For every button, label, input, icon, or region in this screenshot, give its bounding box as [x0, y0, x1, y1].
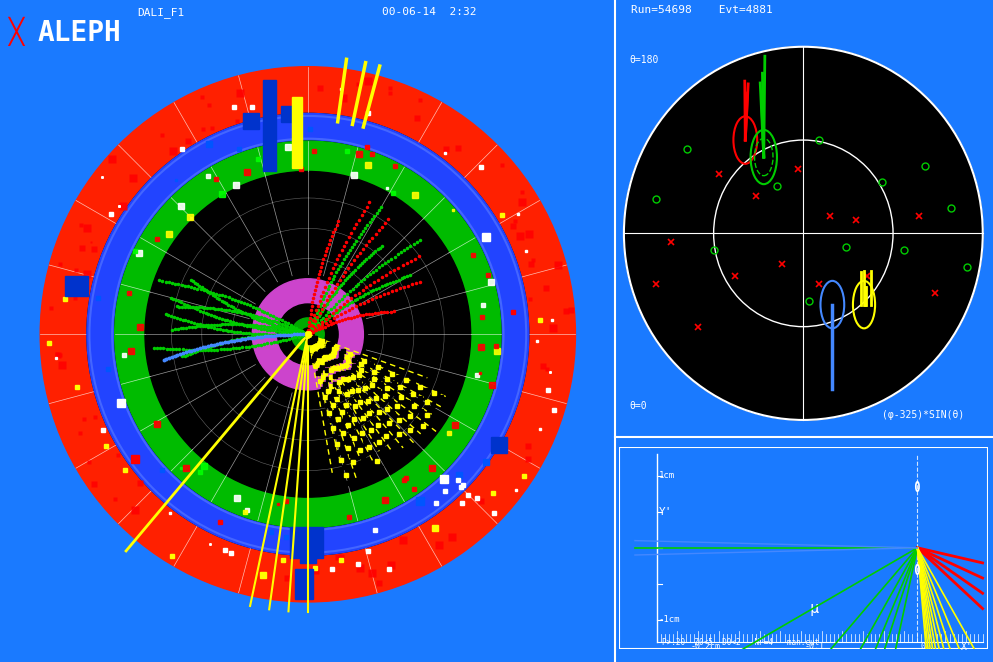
Text: -0.2cm: -0.2cm [690, 641, 721, 651]
Circle shape [277, 304, 339, 365]
Circle shape [87, 113, 528, 555]
Text: 1cm: 1cm [658, 471, 675, 480]
Circle shape [291, 318, 325, 351]
Text: Run=54698    Evt=4881: Run=54698 Evt=4881 [631, 5, 773, 15]
Text: DALI_F1: DALI_F1 [137, 7, 185, 17]
Circle shape [145, 171, 471, 497]
Text: ╳: ╳ [8, 17, 23, 46]
Circle shape [252, 279, 363, 390]
Circle shape [115, 141, 500, 528]
Text: Y': Y' [658, 506, 672, 517]
Text: -1cm: -1cm [658, 616, 680, 624]
Bar [263, 80, 276, 171]
Bar [66, 276, 88, 296]
Text: 0: 0 [921, 641, 925, 651]
Circle shape [115, 141, 500, 528]
Text: -0.1: -0.1 [804, 641, 824, 651]
Circle shape [302, 328, 314, 341]
Text: (φ-325)*SIN(θ): (φ-325)*SIN(θ) [883, 410, 965, 420]
Ellipse shape [714, 140, 893, 326]
Bar [290, 528, 323, 557]
Text: P>.20  Z0<5  D0<2   NP=4   man.cut: P>.20 Z0<5 D0<2 NP=4 man.cut [662, 638, 819, 647]
Ellipse shape [624, 47, 983, 420]
Circle shape [41, 67, 575, 602]
Text: θ=0: θ=0 [630, 401, 646, 412]
Text: μ: μ [809, 601, 819, 616]
Circle shape [87, 113, 528, 555]
Text: θ=180: θ=180 [630, 55, 658, 66]
Text: ALEPH: ALEPH [38, 19, 121, 46]
Bar [295, 569, 313, 599]
Text: X': X' [960, 641, 972, 651]
Bar [292, 97, 302, 168]
Text: 00-06-14  2:32: 00-06-14 2:32 [382, 7, 477, 17]
